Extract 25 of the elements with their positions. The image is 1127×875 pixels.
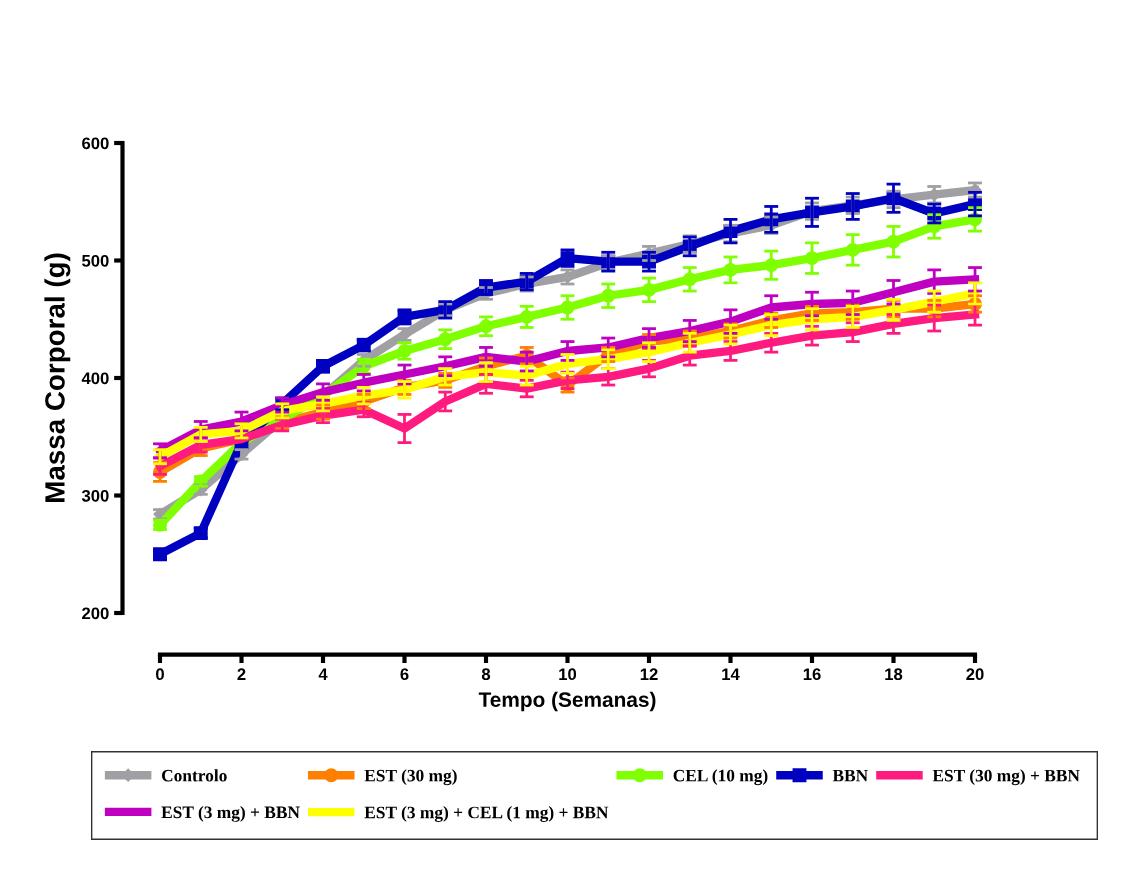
x-tick-label: 2 — [237, 668, 246, 680]
y-tick-label: 300 — [81, 489, 109, 502]
x-tick-label: 6 — [400, 668, 409, 681]
x-tick-label: 8 — [481, 668, 491, 681]
x-tick-label: 0 — [156, 668, 164, 681]
y-tick-label: 200 — [82, 607, 109, 620]
x-tick-label: 20 — [966, 668, 984, 681]
x-tick-label: 10 — [559, 668, 577, 681]
legend-label: EST (3 mg) + CEL (1 mg) + BBN — [364, 806, 609, 822]
y-axis-title: Massa Corporal (g) — [44, 253, 71, 502]
legend-label: EST (30 mg) + BBN — [932, 769, 1080, 786]
legend-label: BBN — [832, 769, 868, 782]
x-tick-label: 14 — [722, 668, 740, 680]
legend-label: CEL (10 mg) — [673, 769, 768, 786]
y-tick-label: 600 — [82, 137, 109, 150]
legend-label: Controlo — [161, 769, 227, 782]
x-tick-label: 18 — [885, 668, 903, 681]
y-tick-label: 500 — [82, 254, 109, 267]
legend-label: EST (30 mg) — [364, 769, 457, 786]
x-tick-label: 16 — [803, 668, 821, 681]
y-tick-label: 400 — [81, 372, 109, 385]
legend-label: EST (3 mg) + BBN — [161, 805, 300, 822]
x-axis-title: Tempo (Semanas) — [478, 691, 656, 712]
x-tick-label: 12 — [640, 668, 658, 680]
x-tick-label: 4 — [318, 668, 328, 680]
